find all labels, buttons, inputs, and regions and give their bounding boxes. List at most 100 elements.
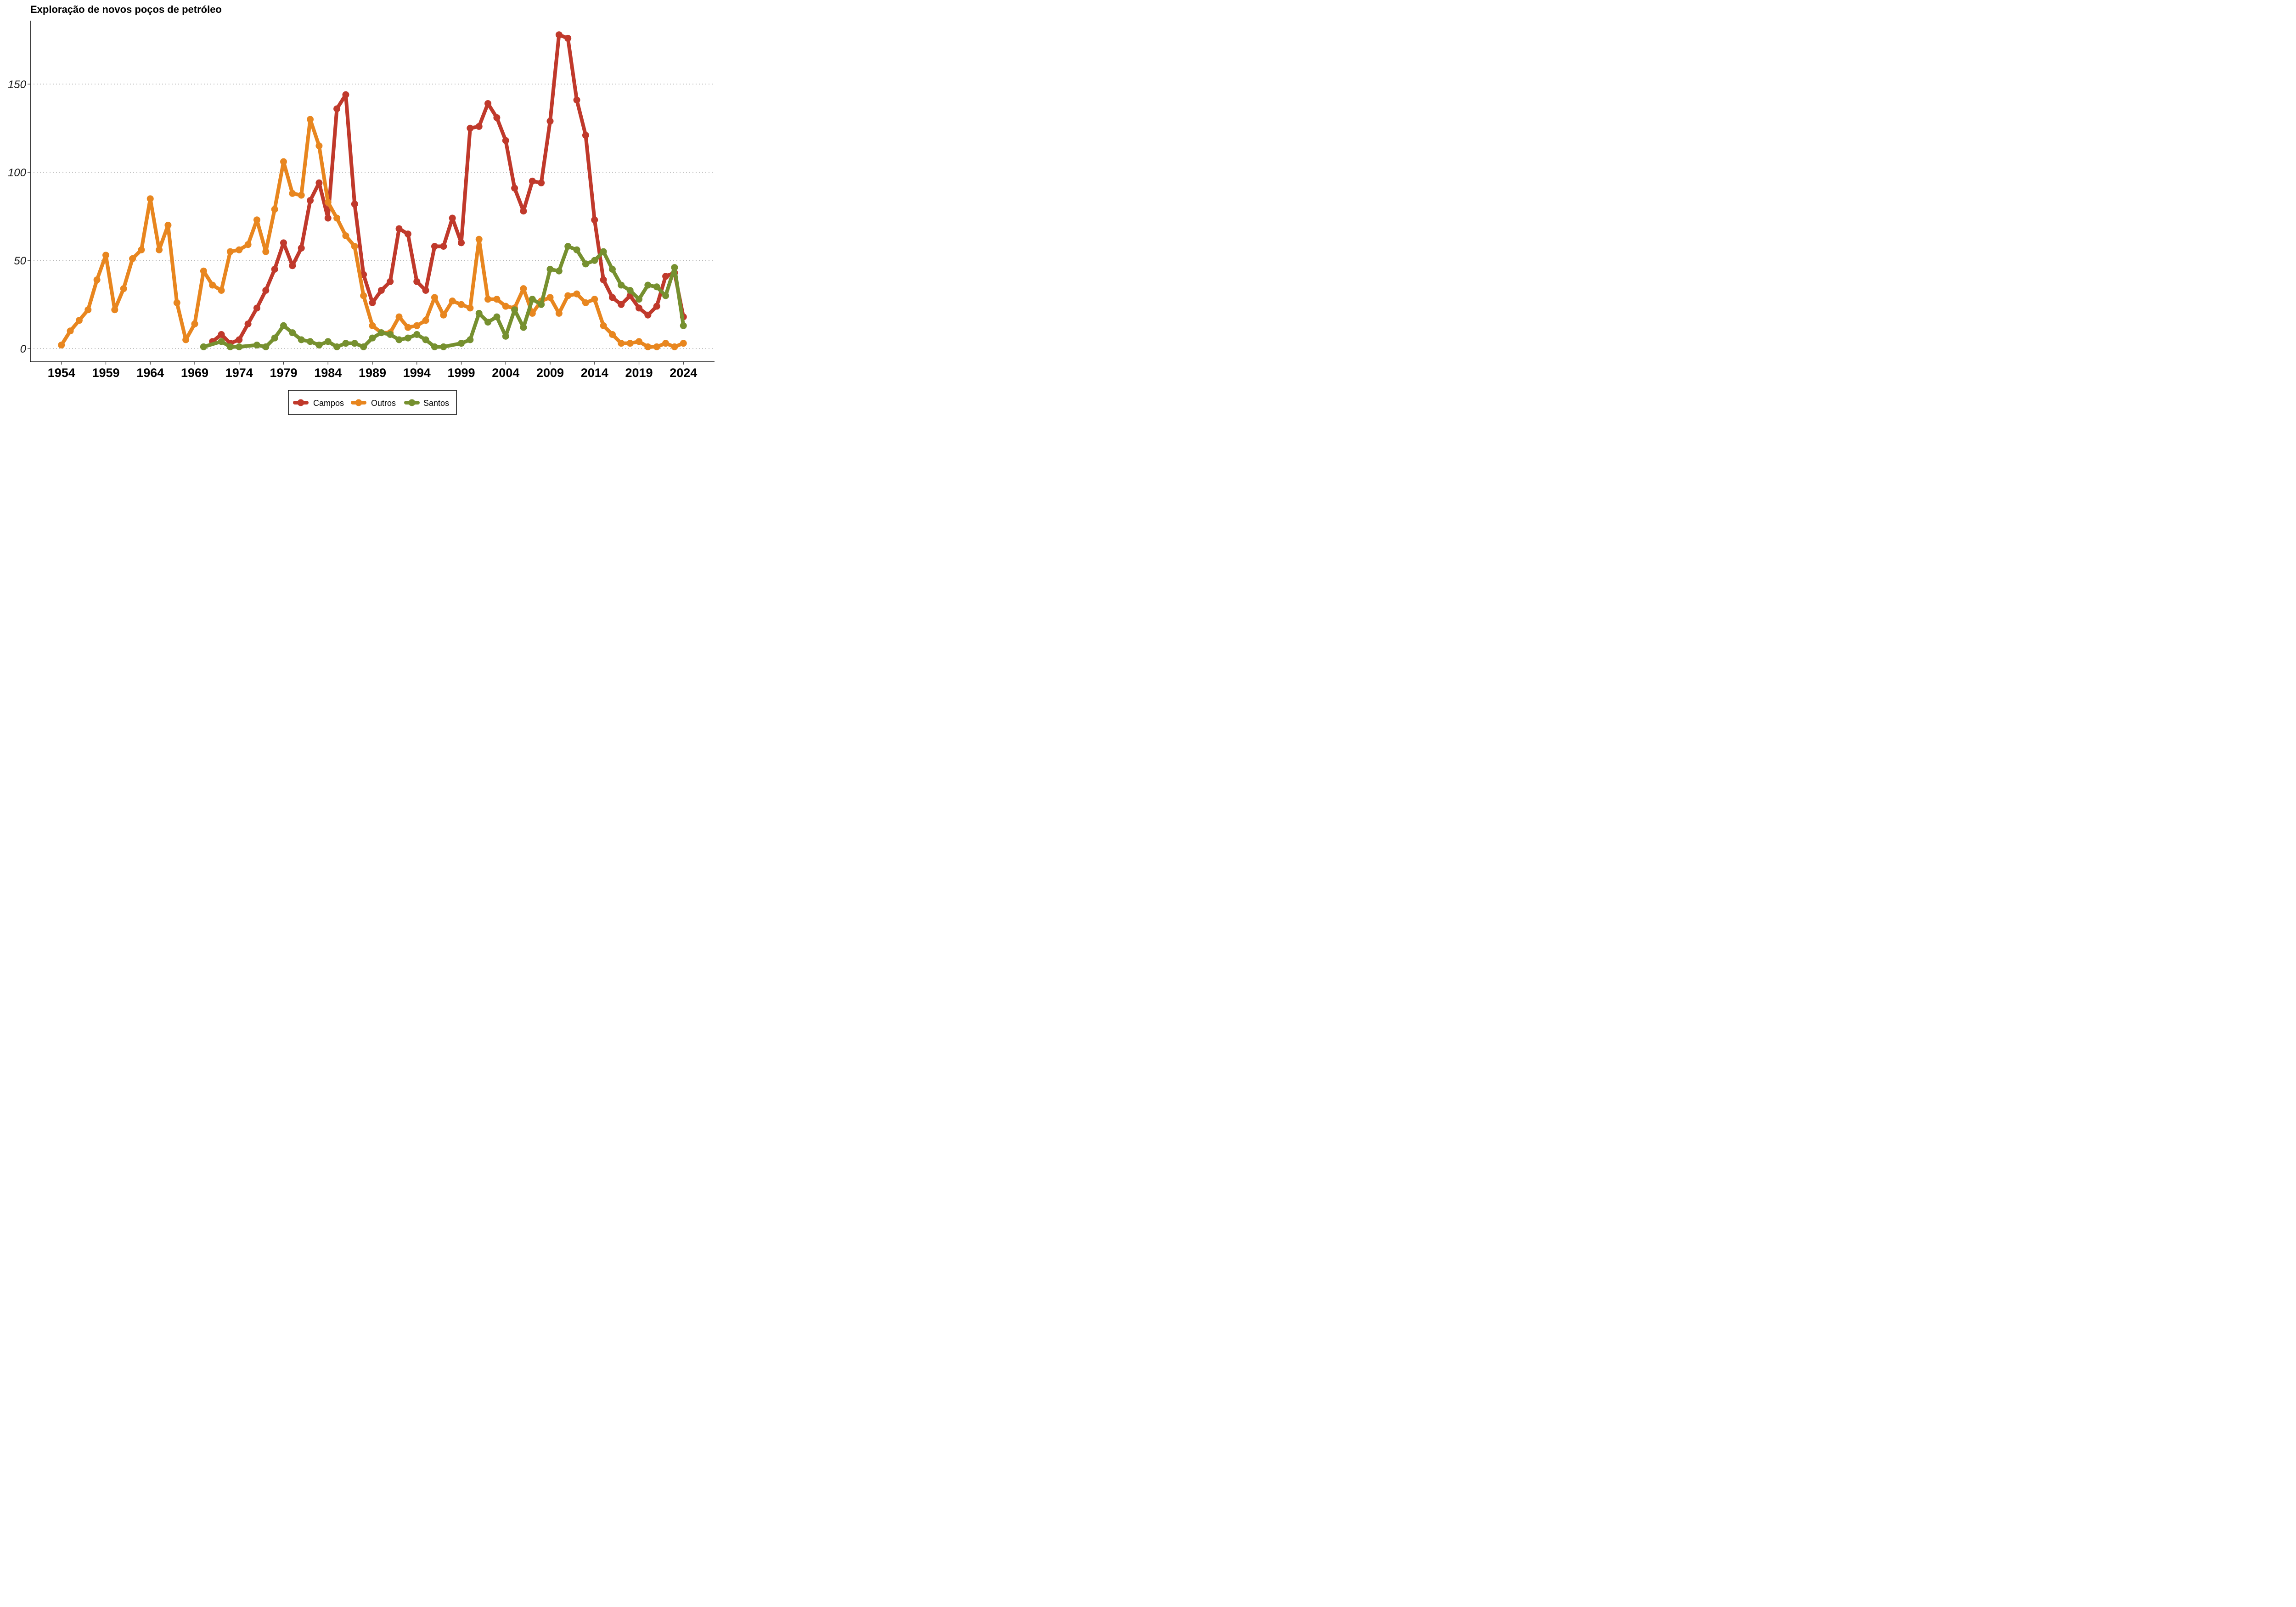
data-point-outros	[475, 236, 483, 243]
data-point-campos	[502, 137, 509, 144]
data-point-campos	[555, 31, 563, 39]
data-point-campos	[608, 294, 616, 301]
data-point-outros	[307, 116, 314, 123]
data-point-santos	[360, 343, 367, 350]
data-point-campos	[342, 91, 349, 98]
series-line-outros	[59, 118, 686, 349]
legend-swatch-point	[355, 399, 362, 406]
data-point-outros	[75, 317, 83, 324]
data-point-santos	[315, 342, 323, 349]
data-point-campos	[582, 132, 589, 139]
y-tick-label: 150	[8, 79, 27, 91]
data-point-santos	[591, 257, 598, 264]
data-point-santos	[600, 248, 607, 255]
data-point-santos	[271, 334, 278, 342]
x-tick-label: 1959	[92, 366, 119, 380]
legend-label: Santos	[423, 399, 449, 408]
data-point-outros	[440, 311, 447, 319]
legend-swatch-point	[297, 399, 304, 406]
data-point-outros	[67, 327, 74, 335]
data-point-campos	[351, 200, 358, 208]
data-point-outros	[458, 301, 465, 308]
data-point-outros	[84, 306, 92, 314]
data-point-outros	[333, 214, 341, 222]
x-tick-label: 1994	[403, 366, 431, 380]
data-point-outros	[164, 221, 172, 229]
data-point-outros	[591, 296, 598, 303]
x-tick-label: 2019	[625, 366, 653, 380]
data-point-outros	[546, 294, 554, 301]
data-point-outros	[608, 331, 616, 338]
data-point-santos	[538, 301, 545, 308]
data-point-santos	[413, 331, 421, 338]
data-point-campos	[289, 262, 296, 270]
data-point-santos	[333, 343, 341, 350]
data-point-outros	[449, 298, 456, 305]
data-point-outros	[662, 340, 670, 347]
data-point-campos	[387, 278, 394, 285]
data-point-campos	[564, 34, 572, 42]
y-tick-label: 0	[20, 343, 27, 355]
data-point-campos	[440, 242, 447, 250]
data-point-campos	[413, 278, 421, 285]
data-point-campos	[636, 304, 643, 312]
y-axis-ticks: 0 50 100 150	[8, 79, 30, 355]
data-point-santos	[377, 329, 385, 337]
legend-label: Campos	[313, 399, 344, 408]
data-point-santos	[440, 343, 447, 350]
y-tick-label: 100	[8, 167, 27, 179]
data-point-campos	[493, 114, 501, 121]
gridlines	[30, 84, 715, 349]
data-point-campos	[253, 304, 260, 312]
data-point-outros	[529, 309, 536, 317]
data-point-santos	[422, 336, 429, 343]
data-point-santos	[546, 265, 554, 273]
x-tick-label: 2014	[581, 366, 608, 380]
data-point-campos	[377, 287, 385, 294]
data-point-santos	[226, 343, 234, 350]
data-point-outros	[236, 246, 243, 253]
data-point-outros	[555, 309, 563, 317]
data-point-outros	[146, 195, 154, 202]
data-point-campos	[422, 287, 429, 294]
data-point-campos	[369, 299, 376, 306]
data-point-santos	[671, 264, 678, 271]
data-point-campos	[484, 100, 492, 107]
legend-item-santos: Santos	[404, 399, 449, 408]
data-point-santos	[307, 338, 314, 345]
data-point-santos	[608, 265, 616, 273]
x-tick-label: 2009	[536, 366, 564, 380]
data-point-santos	[680, 322, 687, 329]
data-point-outros	[58, 342, 65, 349]
data-point-outros	[431, 294, 438, 301]
data-point-outros	[226, 248, 234, 255]
data-point-santos	[236, 343, 243, 350]
data-point-santos	[662, 292, 670, 299]
data-point-outros	[502, 303, 509, 310]
data-point-santos	[298, 336, 305, 343]
data-point-outros	[253, 216, 260, 224]
x-tick-label: 1954	[48, 366, 75, 380]
axes	[30, 21, 715, 362]
data-point-outros	[644, 343, 652, 350]
data-point-campos	[236, 336, 243, 343]
data-point-campos	[662, 273, 670, 280]
data-point-santos	[644, 281, 652, 289]
legend-swatch-point	[408, 399, 416, 406]
series-line-santos	[202, 244, 686, 349]
data-point-santos	[387, 331, 394, 338]
data-point-outros	[324, 198, 332, 206]
data-point-santos	[351, 340, 358, 347]
data-point-outros	[564, 292, 572, 299]
legend-item-campos: Campos	[293, 399, 344, 408]
data-point-outros	[467, 304, 474, 312]
data-point-campos	[546, 118, 554, 125]
x-tick-label: 1989	[359, 366, 386, 380]
data-point-santos	[253, 342, 260, 349]
data-point-outros	[360, 292, 367, 299]
data-point-campos	[333, 105, 341, 112]
data-point-outros	[600, 322, 607, 329]
data-point-outros	[351, 242, 358, 250]
data-point-campos	[458, 239, 465, 247]
data-point-outros	[413, 322, 421, 329]
